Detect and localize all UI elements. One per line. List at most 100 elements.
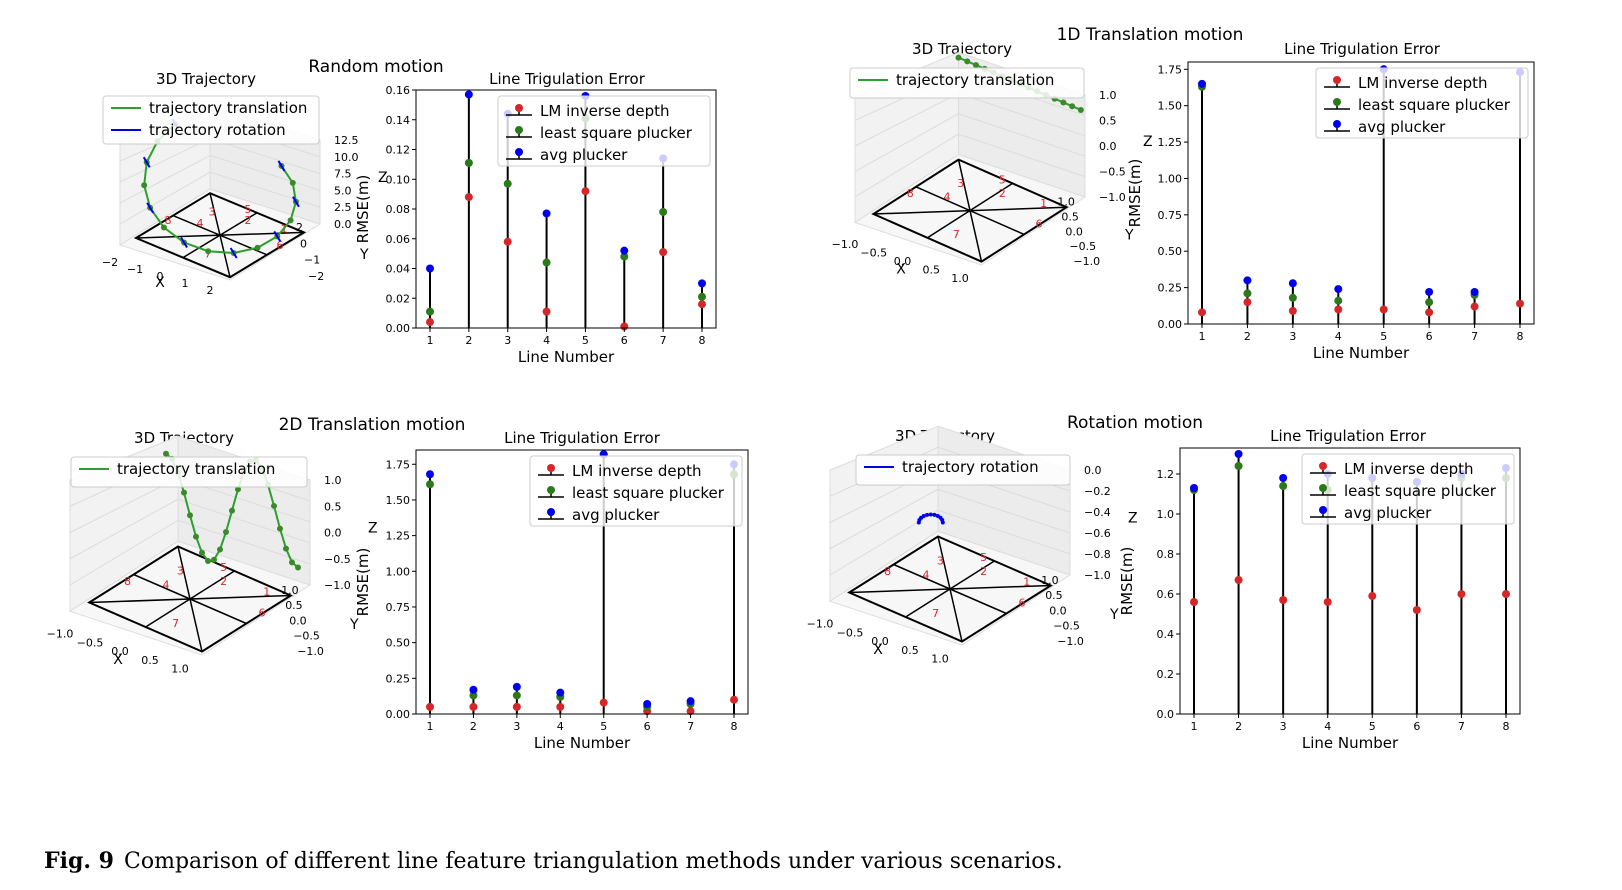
x-tick-label: 0.5 bbox=[141, 654, 159, 667]
x-tick-label: −2 bbox=[102, 256, 118, 269]
data-point-1 bbox=[1323, 598, 1332, 606]
x-tick-label: 1 bbox=[1199, 330, 1206, 343]
trajectory-marker bbox=[972, 62, 979, 69]
data-point-1 bbox=[1198, 308, 1206, 317]
grid-line bbox=[854, 92, 959, 147]
trajectory-marker bbox=[235, 486, 241, 493]
trajectory-panel-2: 1D Translation motion 3D Trajectory 1 2 34 5 6… bbox=[832, 25, 1244, 285]
rotation-marker bbox=[229, 247, 238, 259]
z-axis-label: Z bbox=[1128, 511, 1138, 527]
data-point-3 bbox=[1234, 450, 1243, 458]
trajectory-marker bbox=[271, 502, 277, 509]
y-tick-label: 0.0 bbox=[1157, 708, 1175, 721]
x-tick-label: 1.0 bbox=[931, 653, 949, 666]
rotation-marker bbox=[146, 202, 154, 214]
legend-frame bbox=[102, 95, 320, 145]
x-tick-label: 2 bbox=[470, 720, 477, 733]
line-number-label: 3 bbox=[177, 565, 184, 578]
y-tick-label: 1.2 bbox=[1157, 468, 1175, 481]
data-point-3 bbox=[1470, 287, 1479, 296]
legend-marker bbox=[1319, 506, 1327, 514]
grid-line bbox=[69, 498, 179, 560]
y-tick-label: 0.50 bbox=[386, 637, 411, 650]
y-tick-label: 0.00 bbox=[386, 322, 411, 335]
data-point-3 bbox=[643, 700, 652, 709]
line-number-label: 8 bbox=[884, 565, 891, 578]
legend-marker bbox=[547, 508, 555, 516]
y-tick-label: −0.5 bbox=[293, 630, 320, 643]
x-tick-label: 6 bbox=[1413, 720, 1420, 733]
grid-line bbox=[119, 138, 211, 183]
data-point-1 bbox=[464, 193, 473, 202]
grid-line bbox=[854, 133, 959, 198]
x-tick-label: 0.0 bbox=[894, 255, 912, 268]
trajectory-marker bbox=[287, 217, 294, 224]
caption-label: Fig. 9 bbox=[44, 848, 114, 874]
line-number-label: 4 bbox=[944, 190, 951, 203]
data-point-1 bbox=[1379, 305, 1388, 314]
x-tick-label: 1 bbox=[427, 720, 434, 733]
x-tick-label: 0.0 bbox=[111, 645, 129, 658]
line-number-label: 1 bbox=[263, 586, 270, 599]
legend-label: trajectory rotation bbox=[902, 458, 1039, 476]
x-tick-label: 5 bbox=[582, 334, 589, 347]
trajectory-legend: trajectory translation bbox=[70, 456, 308, 488]
legend-marker bbox=[515, 148, 523, 156]
line-number-label: 3 bbox=[957, 177, 964, 190]
x-tick-label: 2 bbox=[1235, 720, 1242, 733]
data-point-3 bbox=[1425, 287, 1434, 296]
z-tick-label: −0.8 bbox=[1084, 548, 1111, 561]
data-point-1 bbox=[1279, 596, 1288, 604]
data-point-3 bbox=[426, 470, 434, 479]
line-features: 1 2 34 5 6 7 8 bbox=[871, 158, 1069, 263]
data-point-3 bbox=[542, 209, 551, 218]
grid-line bbox=[177, 519, 311, 565]
y-tick-label: −1.0 bbox=[297, 645, 324, 658]
z-tick-label: −1.0 bbox=[1099, 191, 1126, 204]
trajectory-legend: trajectory translation bbox=[849, 67, 1085, 99]
error-chart-1: Line Trigulation Error 0.00 0.02 0.04 0.06 0.… bbox=[354, 70, 717, 366]
x-tick-label: 0.5 bbox=[923, 264, 941, 277]
rotation-marker bbox=[292, 196, 300, 208]
data-point-2 bbox=[1288, 293, 1297, 302]
x-axis-label: Line Number bbox=[1313, 344, 1410, 362]
grid-line bbox=[119, 171, 211, 225]
data-point-2 bbox=[659, 207, 668, 216]
x-tick-label: 3 bbox=[1280, 720, 1287, 733]
line-number-label: 2 bbox=[245, 214, 252, 227]
y-tick-label: 0.8 bbox=[1157, 548, 1175, 561]
legend-label: LM inverse depth bbox=[1344, 460, 1474, 478]
x-tick-label: 4 bbox=[543, 334, 550, 347]
grid-line bbox=[209, 154, 321, 191]
legend-label: LM inverse depth bbox=[572, 462, 702, 480]
data-point-1 bbox=[659, 248, 668, 257]
data-point-2 bbox=[1279, 482, 1288, 490]
y-tick-label: 1.25 bbox=[386, 530, 411, 543]
data-point-1 bbox=[1334, 305, 1343, 314]
x-tick-label: 5 bbox=[600, 720, 607, 733]
z-tick-label: 5.0 bbox=[334, 184, 352, 197]
scenario-title: Rotation motion bbox=[1067, 413, 1203, 433]
grid-line bbox=[177, 498, 311, 544]
y-tick-label: 1.25 bbox=[1158, 136, 1183, 149]
data-point-3 bbox=[464, 90, 473, 99]
rotation-marker bbox=[180, 236, 188, 249]
legend-frame bbox=[70, 456, 308, 488]
legend-label: least square plucker bbox=[572, 484, 725, 502]
line-number-label: 6 bbox=[277, 239, 284, 252]
y-tick-label: 1.75 bbox=[386, 458, 411, 471]
x-tick-label: 8 bbox=[699, 334, 706, 347]
data-point-1 bbox=[469, 702, 478, 711]
data-point-2 bbox=[1234, 462, 1243, 470]
trajectory-marker bbox=[935, 514, 940, 519]
x-tick-label: 6 bbox=[644, 720, 651, 733]
legend-marker bbox=[1319, 462, 1327, 470]
line-number-label: 4 bbox=[923, 569, 930, 582]
trajectory-marker bbox=[193, 533, 199, 540]
trajectory-marker bbox=[295, 564, 301, 571]
y-tick-label: −0.5 bbox=[1053, 620, 1080, 633]
x-tick-label: 2 bbox=[1244, 330, 1251, 343]
data-point-2 bbox=[503, 179, 512, 188]
line-number-label: 1 bbox=[1023, 576, 1030, 589]
y-tick-label: 0.6 bbox=[1157, 588, 1175, 601]
